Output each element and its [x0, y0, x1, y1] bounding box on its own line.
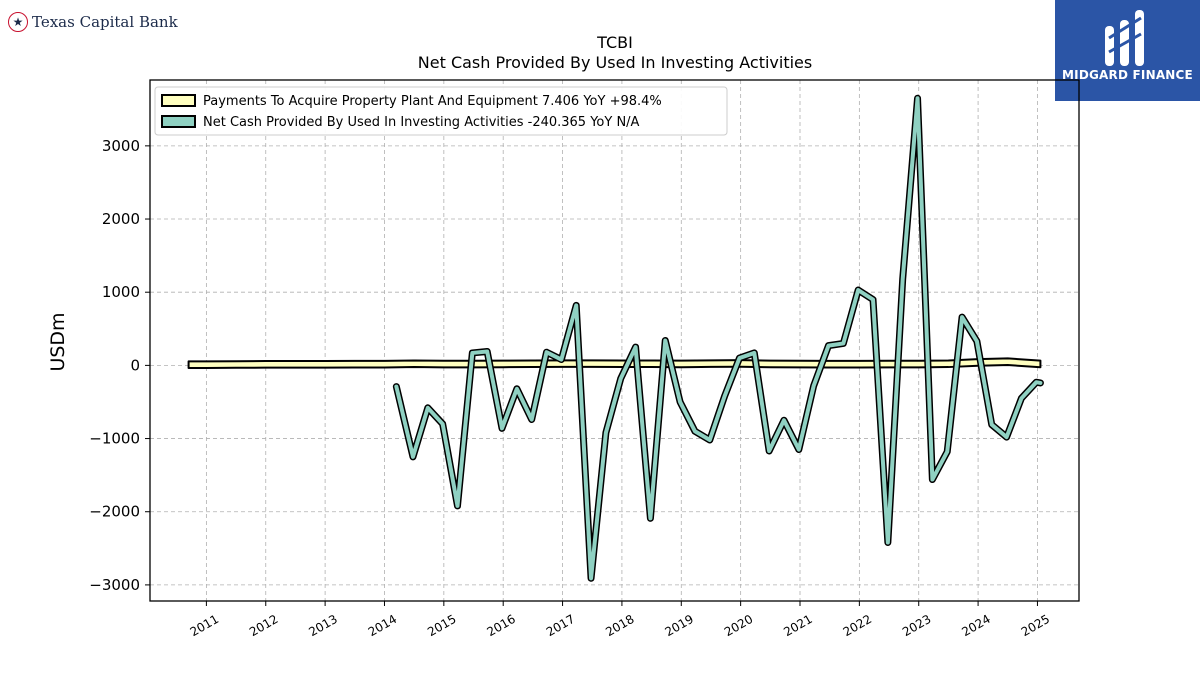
x-tick-label: 2023 [900, 612, 933, 639]
x-tick-label: 2018 [603, 612, 636, 639]
plot-frame [149, 79, 1080, 602]
y-tick-label: −1000 [89, 430, 140, 448]
x-tick-label: 2022 [841, 612, 874, 639]
series-net-investing-line [394, 96, 1043, 581]
x-tick-label: 2012 [247, 612, 280, 639]
y-tick-label: −2000 [89, 503, 140, 521]
plot-area [187, 94, 1044, 582]
legend-swatch-net-investing [161, 115, 196, 128]
y-tick-label: 1000 [102, 283, 140, 301]
bank-name: Texas Capital Bank [32, 13, 178, 31]
y-tick-label: 3000 [102, 137, 140, 155]
x-tick-label: 2011 [188, 612, 221, 639]
y-tick-label: 2000 [102, 210, 140, 228]
legend-box [154, 86, 728, 136]
y-tick-label: 0 [130, 356, 140, 374]
y-tick-label: −3000 [89, 576, 140, 594]
legend-label-capex: Payments To Acquire Property Plant And E… [203, 94, 662, 109]
x-tick-label: 2014 [366, 612, 399, 639]
star-icon: ★ [8, 12, 28, 32]
x-tick-label: 2016 [484, 612, 517, 639]
grid-lines [150, 80, 1079, 601]
x-tick-label: 2017 [544, 612, 577, 639]
chart-subtitle: Net Cash Provided By Used In Investing A… [418, 53, 812, 72]
midgard-finance-label: MIDGARD FINANCE [1062, 68, 1193, 82]
chart-title: TCBI [596, 33, 633, 52]
y-axis-label: USDm [47, 312, 69, 371]
x-tick-label: 2021 [781, 612, 814, 639]
legend: Payments To Acquire Property Plant And E… [154, 86, 728, 136]
legend-swatch-capex [161, 94, 196, 107]
x-tick-label: 2020 [722, 612, 755, 639]
midgard-logo-icon [1105, 10, 1144, 66]
x-tick-label: 2019 [663, 612, 696, 639]
x-tick-label: 2025 [1019, 612, 1052, 639]
series-capex-band [187, 357, 1042, 369]
texas-capital-bank-logo: ★ Texas Capital Bank [8, 12, 178, 32]
x-tick-label: 2015 [425, 612, 458, 639]
legend-label-net-investing: Net Cash Provided By Used In Investing A… [203, 115, 640, 130]
series-net-investing-outline [392, 94, 1044, 582]
x-tick-label: 2024 [959, 612, 992, 639]
x-tick-label: 2013 [306, 612, 339, 639]
